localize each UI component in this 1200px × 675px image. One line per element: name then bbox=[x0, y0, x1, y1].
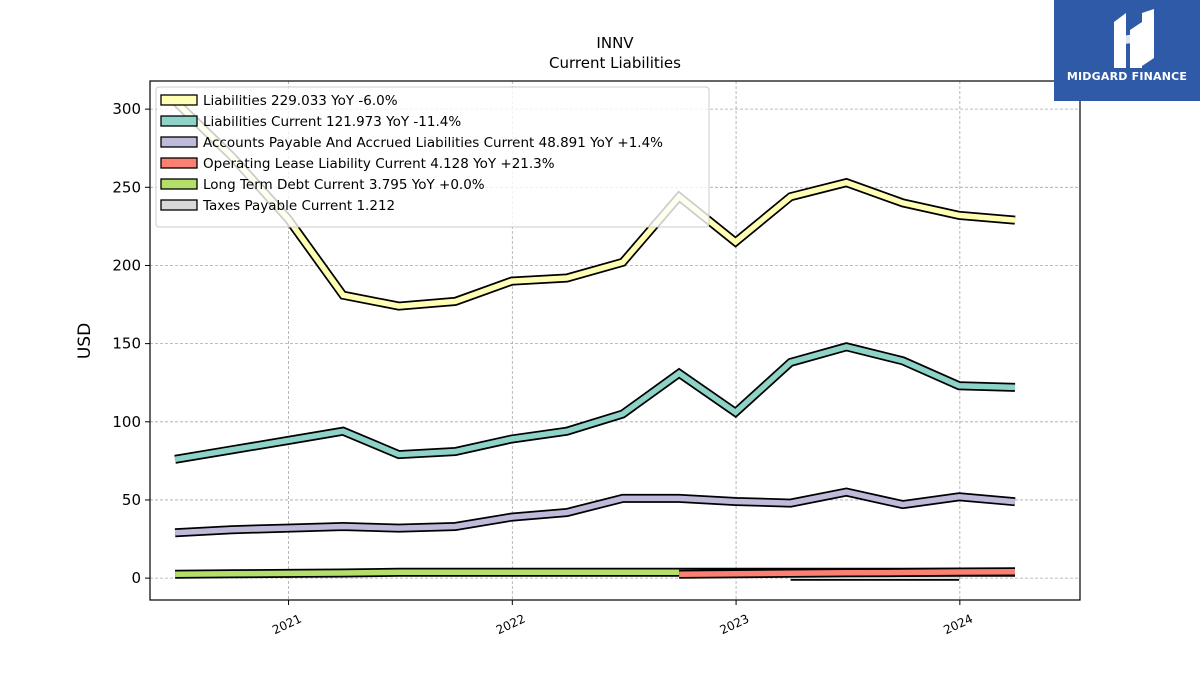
series-liabilities-current bbox=[174, 342, 1016, 464]
x-tick-label: 2021 bbox=[270, 612, 304, 638]
y-tick-label: 300 bbox=[112, 100, 141, 118]
y-tick-label: 150 bbox=[112, 335, 141, 353]
plot-frame bbox=[149, 80, 1081, 601]
legend-swatch bbox=[160, 136, 198, 148]
x-tick-label: 2024 bbox=[941, 612, 975, 638]
brand-name: MIDGARD FINANCE bbox=[1066, 70, 1188, 83]
y-tick-label: 200 bbox=[112, 256, 141, 274]
series-liabilities bbox=[171, 98, 1016, 311]
y-tick-label: 100 bbox=[112, 413, 141, 431]
legend-swatch bbox=[160, 178, 198, 190]
legend-label: Taxes Payable Current 1.212 bbox=[202, 198, 395, 214]
legend-swatch bbox=[160, 94, 198, 106]
legend-swatch bbox=[160, 199, 198, 211]
series-outline bbox=[174, 342, 1016, 464]
series-line bbox=[174, 489, 1016, 536]
y-tick-label: 250 bbox=[112, 178, 141, 196]
brand-logo: MIDGARD FINANCE bbox=[1054, 0, 1200, 101]
series-line bbox=[174, 343, 1016, 463]
legend-label: Liabilities 229.033 YoY -6.0% bbox=[203, 93, 398, 109]
chart-title: INNV bbox=[596, 34, 634, 52]
legend-label: Long Term Debt Current 3.795 YoY +0.0% bbox=[203, 177, 485, 193]
legend-swatch bbox=[160, 157, 198, 169]
y-axis-label: USD bbox=[75, 323, 95, 359]
y-tick-label: 50 bbox=[122, 491, 141, 509]
legend-label: Liabilities Current 121.973 YoY -11.4% bbox=[203, 114, 461, 130]
series-accounts-payable-and-accrued-liabilities-current bbox=[174, 487, 1016, 538]
series-lines bbox=[171, 98, 1016, 581]
x-tick-label: 2023 bbox=[718, 612, 752, 638]
legend-label: Accounts Payable And Accrued Liabilities… bbox=[203, 135, 663, 151]
legend-swatch bbox=[160, 115, 198, 127]
chart-subtitle: Current Liabilities bbox=[549, 54, 681, 72]
series-line bbox=[173, 99, 1016, 309]
legend-label: Operating Lease Liability Current 4.128 … bbox=[203, 156, 555, 172]
legend-box bbox=[155, 86, 710, 228]
midgard-mark-icon bbox=[1114, 9, 1154, 68]
x-tick-label: 2022 bbox=[494, 612, 528, 638]
series-line bbox=[679, 568, 1016, 577]
legend: Liabilities 229.033 YoY -6.0% Liabilities… bbox=[155, 86, 710, 228]
y-tick-label: 0 bbox=[131, 569, 141, 587]
series-operating-lease-liability-current bbox=[679, 567, 1016, 579]
